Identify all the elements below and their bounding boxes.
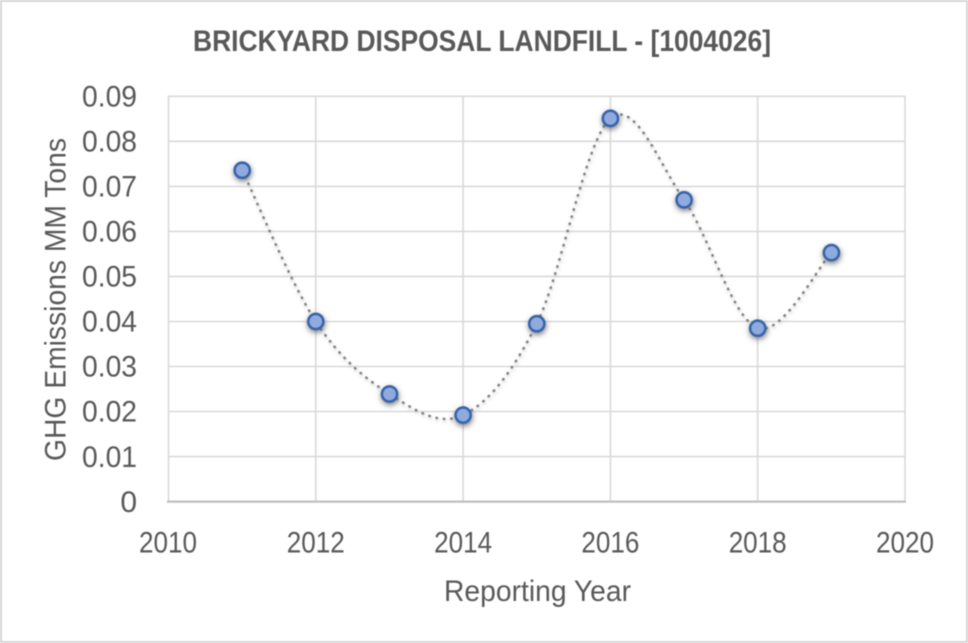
svg-text:2012: 2012 [287,527,345,560]
svg-text:Reporting Year: Reporting Year [444,575,631,608]
svg-text:0: 0 [120,486,137,519]
svg-text:2016: 2016 [581,527,639,560]
svg-text:0.08: 0.08 [82,126,137,159]
svg-text:GHG Emissions MM Tons: GHG Emissions MM Tons [40,138,73,461]
svg-text:2020: 2020 [876,527,934,560]
svg-text:2018: 2018 [729,527,787,560]
svg-text:BRICKYARD DISPOSAL LANDFILL -: BRICKYARD DISPOSAL LANDFILL - [1004026] [193,25,771,58]
svg-text:0.01: 0.01 [82,441,137,474]
svg-text:0.04: 0.04 [82,306,137,339]
svg-text:0.09: 0.09 [82,81,137,114]
svg-text:0.07: 0.07 [82,171,137,204]
svg-text:0.06: 0.06 [82,216,137,249]
svg-text:0.03: 0.03 [82,351,137,384]
svg-text:2010: 2010 [139,527,197,560]
svg-text:0.05: 0.05 [82,261,137,294]
svg-text:2014: 2014 [434,527,492,560]
svg-text:0.02: 0.02 [82,396,137,429]
